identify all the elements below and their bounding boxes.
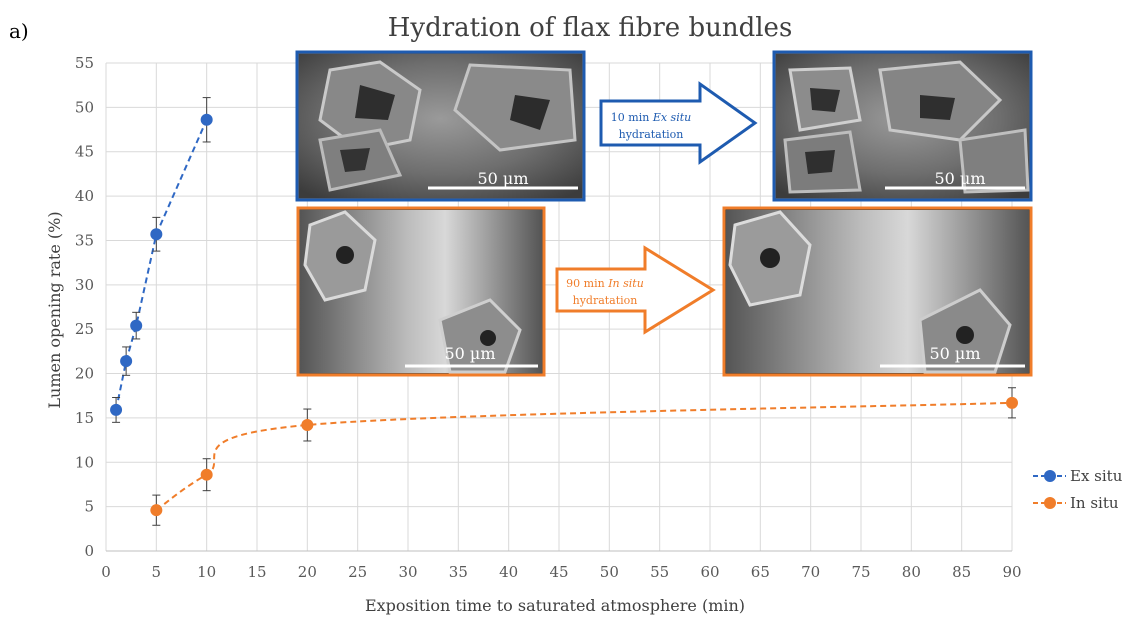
sem-inset-ex-situ-before: 50 µm (297, 52, 584, 200)
ex-situ-arrow-line1: 10 min Ex situ (611, 111, 691, 124)
y-tick-label: 45 (75, 143, 94, 161)
legend: Ex situ In situ (1033, 467, 1123, 512)
x-tick-label: 60 (700, 563, 719, 581)
scale-bar-label: 50 µm (477, 169, 528, 188)
series-line (156, 403, 1012, 510)
panel-label: a) (9, 19, 29, 43)
y-tick-label: 25 (75, 320, 94, 338)
legend-item: Ex situ (1033, 467, 1123, 485)
y-tick-label: 5 (84, 498, 94, 516)
y-tick-label: 15 (75, 409, 94, 427)
x-tick-label: 40 (499, 563, 518, 581)
in-situ-arrow-line2: hydratation (573, 294, 638, 307)
y-tick-label: 55 (75, 54, 94, 72)
x-tick-label: 25 (348, 563, 367, 581)
x-tick-label: 35 (449, 563, 468, 581)
y-tick-label: 20 (75, 365, 94, 383)
legend-marker (1044, 497, 1056, 509)
in-situ-hydration-arrow: 90 min In situ hydratation (557, 248, 713, 332)
data-point (1006, 397, 1018, 409)
x-tick-label: 0 (101, 563, 111, 581)
scale-bar-label: 50 µm (934, 169, 985, 188)
ex-situ-arrow-line2: hydratation (619, 128, 684, 141)
y-tick-label: 30 (75, 276, 94, 294)
x-tick-label: 70 (801, 563, 820, 581)
data-point (201, 469, 213, 481)
data-point (150, 504, 162, 516)
x-tick-labels: 0 5 10 15 20 25 30 35 40 45 50 55 60 65 70 75 80 85 90 (101, 563, 1021, 581)
y-tick-label: 10 (75, 453, 94, 471)
x-tick-label: 20 (298, 563, 317, 581)
data-point (120, 355, 132, 367)
series-in-situ (150, 388, 1018, 526)
x-tick-label: 90 (1002, 563, 1021, 581)
ex-situ-hydration-arrow: 10 min Ex situ hydratation (601, 84, 755, 162)
data-point (201, 114, 213, 126)
sem-inset-in-situ-before: 50 µm (298, 208, 544, 375)
y-axis-label: Lumen opening rate (%) (45, 211, 64, 408)
x-tick-label: 45 (549, 563, 568, 581)
x-tick-label: 50 (600, 563, 619, 581)
scale-bar-label: 50 µm (929, 344, 980, 363)
legend-label: Ex situ (1070, 467, 1123, 485)
x-tick-label: 30 (398, 563, 417, 581)
x-tick-label: 65 (751, 563, 770, 581)
in-situ-arrow-line1: 90 min In situ (566, 277, 644, 290)
data-point (150, 228, 162, 240)
legend-item: In situ (1033, 494, 1119, 512)
x-tick-label: 75 (851, 563, 870, 581)
y-tick-labels: 0 5 10 15 20 25 30 35 40 45 50 55 (75, 54, 94, 560)
y-tick-label: 50 (75, 98, 94, 116)
y-tick-label: 0 (84, 542, 94, 560)
data-point (110, 404, 122, 416)
chart-title: Hydration of flax fibre bundles (388, 13, 793, 43)
legend-marker (1044, 470, 1056, 482)
x-tick-label: 55 (650, 563, 669, 581)
series-line (116, 120, 207, 410)
x-tick-label: 10 (197, 563, 216, 581)
x-tick-label: 85 (952, 563, 971, 581)
scale-bar-label: 50 µm (444, 344, 495, 363)
y-tick-label: 40 (75, 187, 94, 205)
x-tick-label: 15 (247, 563, 266, 581)
data-point (130, 320, 142, 332)
data-point (301, 419, 313, 431)
x-tick-label: 5 (152, 563, 162, 581)
x-axis-label: Exposition time to saturated atmosphere … (365, 596, 745, 615)
legend-label: In situ (1070, 494, 1119, 512)
sem-inset-ex-situ-after: 50 µm (774, 52, 1031, 200)
sem-inset-in-situ-after: 50 µm (724, 208, 1031, 375)
x-tick-label: 80 (902, 563, 921, 581)
y-tick-label: 35 (75, 231, 94, 249)
